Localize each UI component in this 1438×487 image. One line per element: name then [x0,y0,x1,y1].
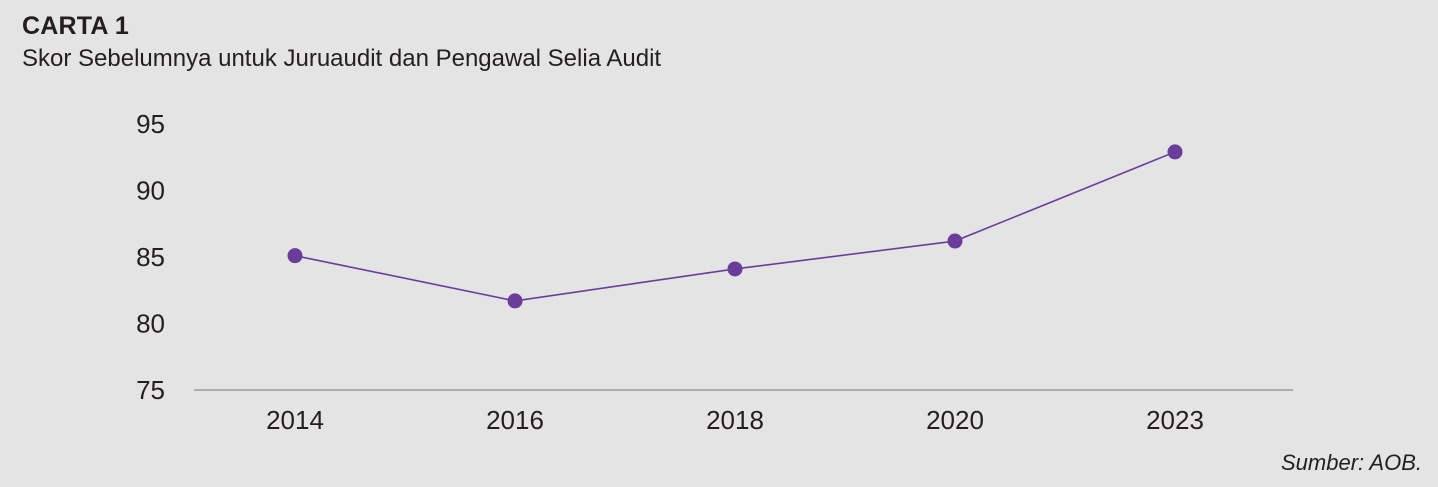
chart-title: Skor Sebelumnya untuk Juruaudit dan Peng… [22,45,662,72]
data-point-2016 [507,293,523,309]
x-tick-label: 2023 [1146,405,1204,435]
x-tick-label: 2014 [266,405,324,435]
data-point-2020 [947,233,963,249]
x-axis-ticks: 2014 2016 2018 2020 2023 [266,405,1204,435]
data-point-2023 [1167,144,1183,160]
y-tick-label: 95 [136,109,165,139]
source-note: Sumber: AOB. [1280,450,1422,475]
chart-label: CARTA 1 [22,12,129,40]
x-tick-label: 2016 [486,405,544,435]
y-axis-ticks: 95 90 85 80 75 [136,109,165,405]
y-tick-label: 85 [136,242,165,272]
series-line [294,151,1176,302]
y-tick-label: 75 [136,375,165,405]
series-line-path [294,151,1176,302]
x-tick-label: 2018 [706,405,764,435]
y-tick-label: 80 [136,309,165,339]
x-tick-label: 2020 [926,405,984,435]
data-point-2014 [287,248,303,264]
y-tick-label: 90 [136,176,165,206]
series-points [287,144,1183,309]
data-point-2018 [727,261,743,277]
